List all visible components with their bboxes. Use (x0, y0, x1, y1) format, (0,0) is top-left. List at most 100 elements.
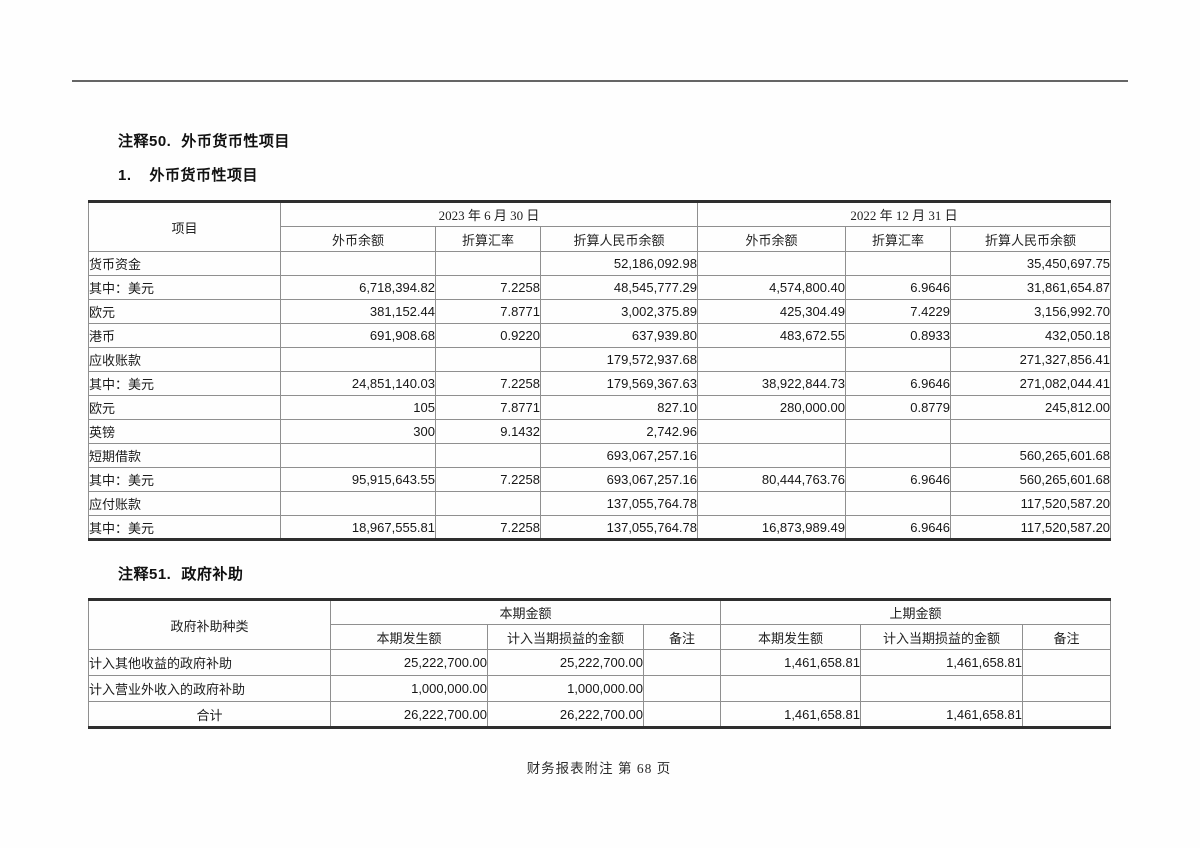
column-header-pl-amount-prior: 计入当期损益的金额 (860, 624, 1023, 650)
cell-amount-prior (720, 675, 861, 702)
column-header-subsidy-type: 政府补助种类 (88, 599, 331, 650)
cell-rate-2022: 0.8779 (845, 395, 951, 420)
cell-rmb-balance-2022: 3,156,992.70 (949, 299, 1112, 324)
page-footer: 财务报表附注 第 68 页 (526, 761, 672, 776)
note51-title-text: 政府补助 (181, 566, 244, 583)
column-header-rmb-balance-2022: 折算人民币余额 (949, 226, 1112, 252)
column-header-rate-2023: 折算汇率 (435, 226, 541, 252)
row-label: 欧元 (88, 299, 281, 324)
cell-rmb-balance-2022: 35,450,697.75 (949, 251, 1112, 276)
table-row: 货币资金 52,186,092.98 35,450,697.75 (88, 251, 1112, 276)
cell-fc-balance-2023: 24,851,140.03 (280, 371, 436, 396)
cell-amount-current: 1,000,000.00 (330, 675, 488, 702)
cell-fc-balance-2023: 381,152.44 (280, 299, 436, 324)
column-header-amount-current: 本期发生额 (330, 624, 488, 650)
row-label: 其中：美元 (88, 515, 281, 540)
table-row: 英镑 300 9.1432 2,742.96 (88, 419, 1112, 444)
cell-rmb-balance-2022: 560,265,601.68 (949, 467, 1112, 492)
cell-fc-balance-2023: 95,915,643.55 (280, 467, 436, 492)
column-header-pl-amount-current: 计入当期损益的金额 (487, 624, 644, 650)
cell-rate-2022: 6.9646 (845, 515, 951, 540)
cell-rmb-balance-2022: 245,812.00 (949, 395, 1112, 420)
cell-rate-2023: 0.9220 (435, 323, 541, 348)
header-rule (72, 80, 1128, 82)
cell-amount-current: 25,222,700.00 (330, 649, 488, 676)
cell-fc-balance-2023 (280, 347, 436, 372)
cell-fc-balance-2022 (697, 419, 846, 444)
cell-rmb-balance-2022: 31,861,654.87 (949, 275, 1112, 300)
row-label: 计入其他收益的政府补助 (88, 649, 331, 676)
column-header-fc-balance-2022: 外币余额 (697, 226, 846, 252)
row-label: 计入营业外收入的政府补助 (88, 675, 331, 702)
cell-rate-2023: 7.2258 (435, 275, 541, 300)
row-label: 应付账款 (88, 491, 281, 516)
row-label-total: 合计 (88, 701, 331, 728)
cell-rmb-balance-2023: 3,002,375.89 (540, 299, 698, 324)
cell-amount-prior: 1,461,658.81 (720, 701, 861, 728)
cell-rate-2023: 7.2258 (435, 515, 541, 540)
row-label: 货币资金 (88, 251, 281, 276)
cell-rate-2022: 7.4229 (845, 299, 951, 324)
cell-pl-amount-prior: 1,461,658.81 (860, 701, 1023, 728)
column-header-remark-current: 备注 (643, 624, 721, 650)
cell-rate-2022 (845, 491, 951, 516)
note50-title-text: 外币货币性项目 (181, 133, 290, 150)
cell-rmb-balance-2023: 179,569,367.63 (540, 371, 698, 396)
note51-title: 注释51. 政府补助 (118, 563, 243, 584)
column-header-fc-balance-2023: 外币余额 (280, 226, 436, 252)
cell-remark-current (643, 675, 721, 702)
cell-rate-2023 (435, 251, 541, 276)
cell-rate-2022: 0.8933 (845, 323, 951, 348)
cell-fc-balance-2023: 18,967,555.81 (280, 515, 436, 540)
cell-fc-balance-2022: 483,672.55 (697, 323, 846, 348)
cell-rmb-balance-2022: 271,082,044.41 (949, 371, 1112, 396)
cell-rmb-balance-2023: 179,572,937.68 (540, 347, 698, 372)
cell-pl-amount-prior (860, 675, 1023, 702)
cell-rmb-balance-2022: 117,520,587.20 (949, 491, 1112, 516)
note50-title-number: 注释50. (118, 133, 172, 150)
cell-fc-balance-2023 (280, 443, 436, 468)
cell-rate-2023 (435, 347, 541, 372)
cell-rate-2022: 6.9646 (845, 467, 951, 492)
row-label: 其中：美元 (88, 371, 281, 396)
government-subsidy-table: 政府补助种类 本期金额 上期金额 本期发生额 计入当期损益的金额 备注 本期发生… (88, 598, 1111, 729)
cell-fc-balance-2022 (697, 491, 846, 516)
table-row-total: 合计 26,222,700.00 26,222,700.00 1,461,658… (88, 701, 1111, 728)
table-row: 应收账款 179,572,937.68 271,327,856.41 (88, 347, 1112, 372)
cell-rmb-balance-2023: 52,186,092.98 (540, 251, 698, 276)
column-header-prior-period: 上期金额 (720, 599, 1111, 625)
column-header-rmb-balance-2023: 折算人民币余额 (540, 226, 698, 252)
table-row: 计入营业外收入的政府补助 1,000,000.00 1,000,000.00 (88, 675, 1111, 702)
cell-pl-amount-prior: 1,461,658.81 (860, 649, 1023, 676)
cell-rate-2022: 6.9646 (845, 371, 951, 396)
row-label: 短期借款 (88, 443, 281, 468)
cell-rmb-balance-2023: 137,055,764.78 (540, 515, 698, 540)
note50-subtitle: 1. 外币货币性项目 (118, 164, 258, 185)
cell-fc-balance-2022: 425,304.49 (697, 299, 846, 324)
cell-rate-2022 (845, 347, 951, 372)
row-label: 欧元 (88, 395, 281, 420)
table-subheader-row: 外币余额 折算汇率 折算人民币余额 外币余额 折算汇率 折算人民币余额 (89, 226, 1112, 252)
cell-rate-2023 (435, 491, 541, 516)
cell-fc-balance-2023: 300 (280, 419, 436, 444)
cell-fc-balance-2022 (697, 443, 846, 468)
table-subheader-row: 本期发生额 计入当期损益的金额 备注 本期发生额 计入当期损益的金额 备注 (89, 624, 1111, 650)
row-label: 港币 (88, 323, 281, 348)
cell-remark-current (643, 701, 721, 728)
row-label: 其中：美元 (88, 275, 281, 300)
cell-remark-prior (1022, 649, 1111, 676)
cell-fc-balance-2023 (280, 251, 436, 276)
note50-title: 注释50. 外币货币性项目 (118, 130, 290, 151)
cell-rmb-balance-2022: 432,050.18 (949, 323, 1112, 348)
cell-fc-balance-2022: 38,922,844.73 (697, 371, 846, 396)
row-label: 英镑 (88, 419, 281, 444)
cell-pl-amount-current: 25,222,700.00 (487, 649, 644, 676)
cell-rate-2022 (845, 251, 951, 276)
cell-fc-balance-2022: 80,444,763.76 (697, 467, 846, 492)
cell-fc-balance-2023: 691,908.68 (280, 323, 436, 348)
cell-pl-amount-current: 26,222,700.00 (487, 701, 644, 728)
table-row: 计入其他收益的政府补助 25,222,700.00 25,222,700.00 … (88, 649, 1111, 676)
table-row: 欧元 381,152.44 7.8771 3,002,375.89 425,30… (88, 299, 1112, 324)
table-row: 欧元 105 7.8771 827.10 280,000.00 0.8779 2… (88, 395, 1112, 420)
